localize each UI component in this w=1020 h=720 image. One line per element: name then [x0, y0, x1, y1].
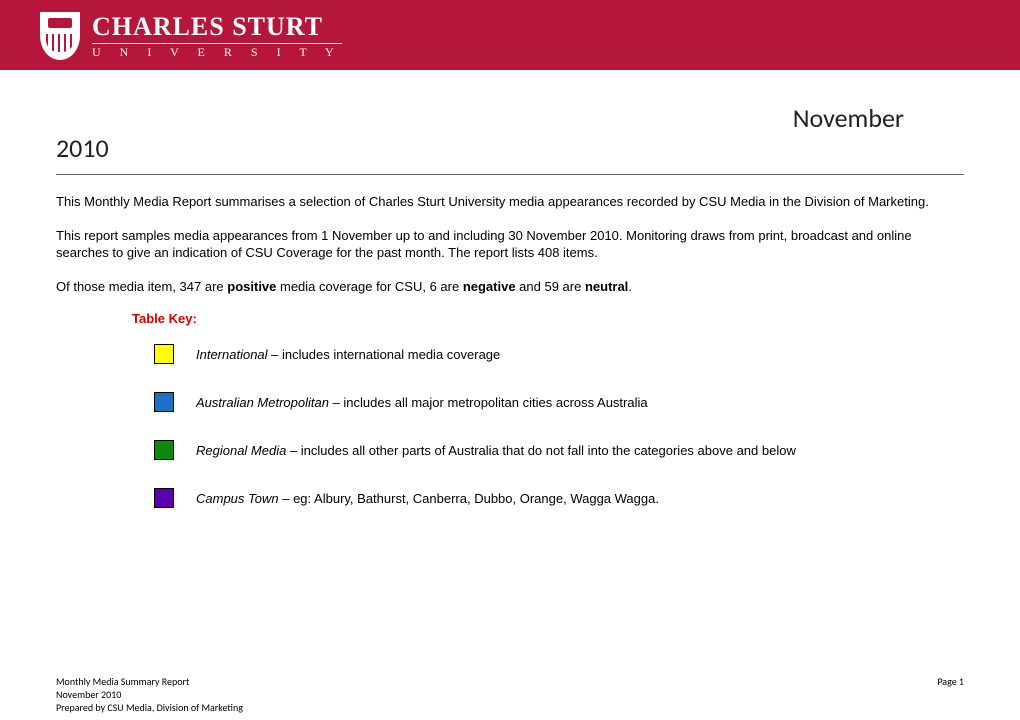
key-swatch	[154, 392, 174, 412]
key-desc: – includes international media coverage	[268, 347, 501, 362]
key-label: International	[196, 347, 268, 362]
footer-left-3: Prepared by CSU Media, Division of Marke…	[56, 701, 964, 714]
p3-c: media coverage for CSU, 6 are	[276, 279, 462, 294]
key-swatch	[154, 440, 174, 460]
p3-e: and 59 are	[516, 279, 585, 294]
intro-para-3: Of those media item, 347 are positive me…	[56, 278, 964, 296]
intro-para-1: This Monthly Media Report summarises a s…	[56, 193, 964, 211]
key-row: Australian Metropolitan – includes all m…	[154, 392, 964, 412]
key-row: Regional Media – includes all other part…	[154, 440, 964, 460]
logo: CHARLES STURT U N I V E R S I T Y	[40, 12, 1020, 60]
spacer	[0, 70, 1020, 88]
header-band: CHARLES STURT U N I V E R S I T Y	[0, 0, 1020, 70]
key-desc: – includes all major metropolitan cities…	[329, 395, 648, 410]
table-key-list: International – includes international m…	[56, 344, 964, 508]
key-swatch	[154, 344, 174, 364]
key-desc: – eg: Albury, Bathurst, Canberra, Dubbo,…	[279, 491, 659, 506]
key-text: Australian Metropolitan – includes all m…	[196, 395, 648, 410]
p3-positive: positive	[227, 279, 276, 294]
key-text: Campus Town – eg: Albury, Bathurst, Canb…	[196, 491, 659, 506]
title-block: November 2010	[56, 102, 964, 164]
logo-sub: U N I V E R S I T Y	[92, 43, 342, 59]
footer-left-2: November 2010	[56, 688, 964, 701]
content: November 2010 This Monthly Media Report …	[0, 88, 1020, 508]
footer-page: Page 1	[937, 675, 964, 688]
footer-left-1: Monthly Media Summary Report	[56, 675, 189, 688]
key-label: Campus Town	[196, 491, 279, 506]
key-desc: – includes all other parts of Australia …	[286, 443, 796, 458]
key-swatch	[154, 488, 174, 508]
logo-text: CHARLES STURT U N I V E R S I T Y	[92, 13, 342, 60]
key-row: Campus Town – eg: Albury, Bathurst, Canb…	[154, 488, 964, 508]
p3-negative: negative	[463, 279, 516, 294]
p3-g: .	[628, 279, 632, 294]
footer-row-1: Monthly Media Summary Report Page 1	[56, 675, 964, 688]
key-row: International – includes international m…	[154, 344, 964, 364]
crest-icon	[40, 12, 80, 60]
p3-neutral: neutral	[585, 279, 628, 294]
key-label: Regional Media	[196, 443, 286, 458]
logo-main: CHARLES STURT	[92, 13, 342, 42]
footer: Monthly Media Summary Report Page 1 Nove…	[56, 675, 964, 714]
document-page: CHARLES STURT U N I V E R S I T Y Novemb…	[0, 0, 1020, 720]
title-year: 2010	[56, 132, 964, 164]
title-month: November	[56, 102, 964, 134]
p3-a: Of those media item, 347 are	[56, 279, 227, 294]
divider	[56, 174, 964, 175]
intro-para-2: This report samples media appearances fr…	[56, 227, 964, 262]
key-label: Australian Metropolitan	[196, 395, 329, 410]
key-text: Regional Media – includes all other part…	[196, 443, 796, 458]
key-text: International – includes international m…	[196, 347, 500, 362]
table-key-title: Table Key:	[132, 311, 964, 326]
